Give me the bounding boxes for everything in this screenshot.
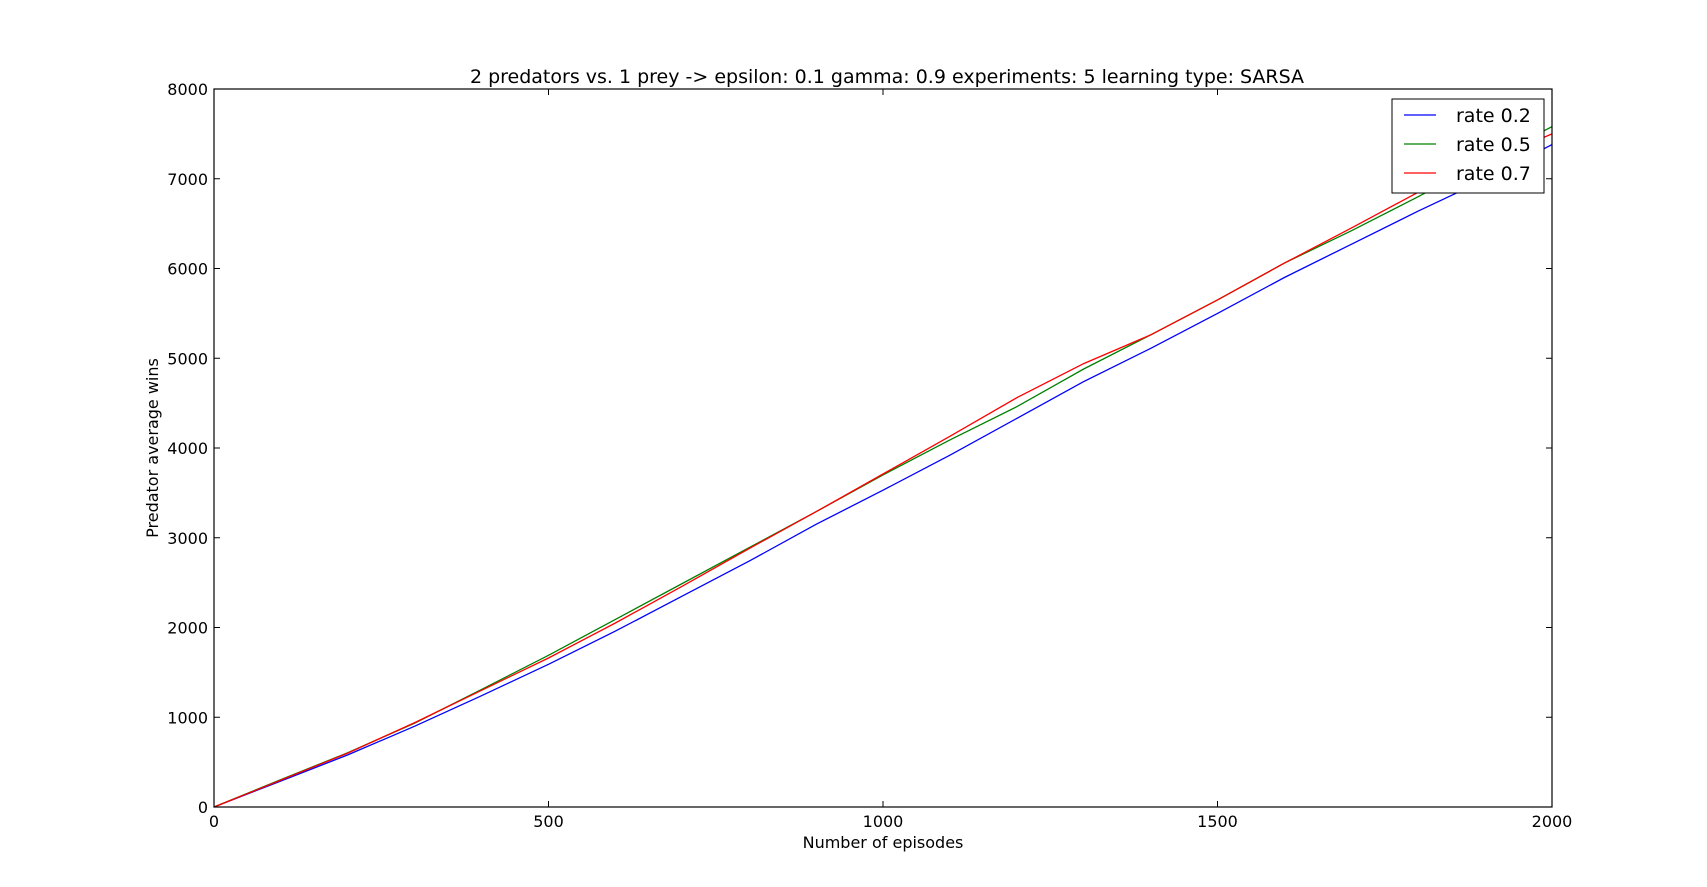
- y-tick-label: 6000: [167, 260, 208, 279]
- y-tick-label: 2000: [167, 619, 208, 638]
- y-axis-label: Predator average wins: [143, 358, 162, 538]
- x-tick-label: 1500: [1197, 812, 1238, 831]
- y-tick-label: 8000: [167, 80, 208, 99]
- axis-ticks: 0 500 1000 1500 2000 0 1000 2000 3000 4000 5000 600…: [167, 80, 1572, 831]
- legend-label: rate 0.5: [1456, 134, 1531, 156]
- x-tick-label: 1000: [863, 812, 904, 831]
- y-tick-label: 5000: [167, 349, 208, 368]
- x-tick-label: 0: [209, 812, 219, 831]
- legend: rate 0.2 rate 0.5 rate 0.7: [1391, 98, 1545, 194]
- chart-title: 2 predators vs. 1 prey -> epsilon: 0.1 g…: [470, 66, 1304, 88]
- y-tick-label: 3000: [167, 529, 208, 548]
- plot-frame: [213, 88, 1553, 808]
- y-tick-label: 1000: [167, 708, 208, 727]
- series-layer: [213, 126, 1553, 808]
- x-tick-label: 500: [533, 812, 564, 831]
- legend-label: rate 0.7: [1456, 163, 1531, 185]
- series-line-3: [213, 133, 1553, 808]
- y-tick-label: 7000: [167, 170, 208, 189]
- x-tick-label: 2000: [1532, 812, 1573, 831]
- x-axis-label: Number of episodes: [803, 833, 964, 852]
- y-tick-label: 0: [198, 798, 208, 817]
- y-tick-label: 4000: [167, 439, 208, 458]
- series-line-1: [213, 144, 1553, 808]
- legend-label: rate 0.2: [1456, 105, 1531, 127]
